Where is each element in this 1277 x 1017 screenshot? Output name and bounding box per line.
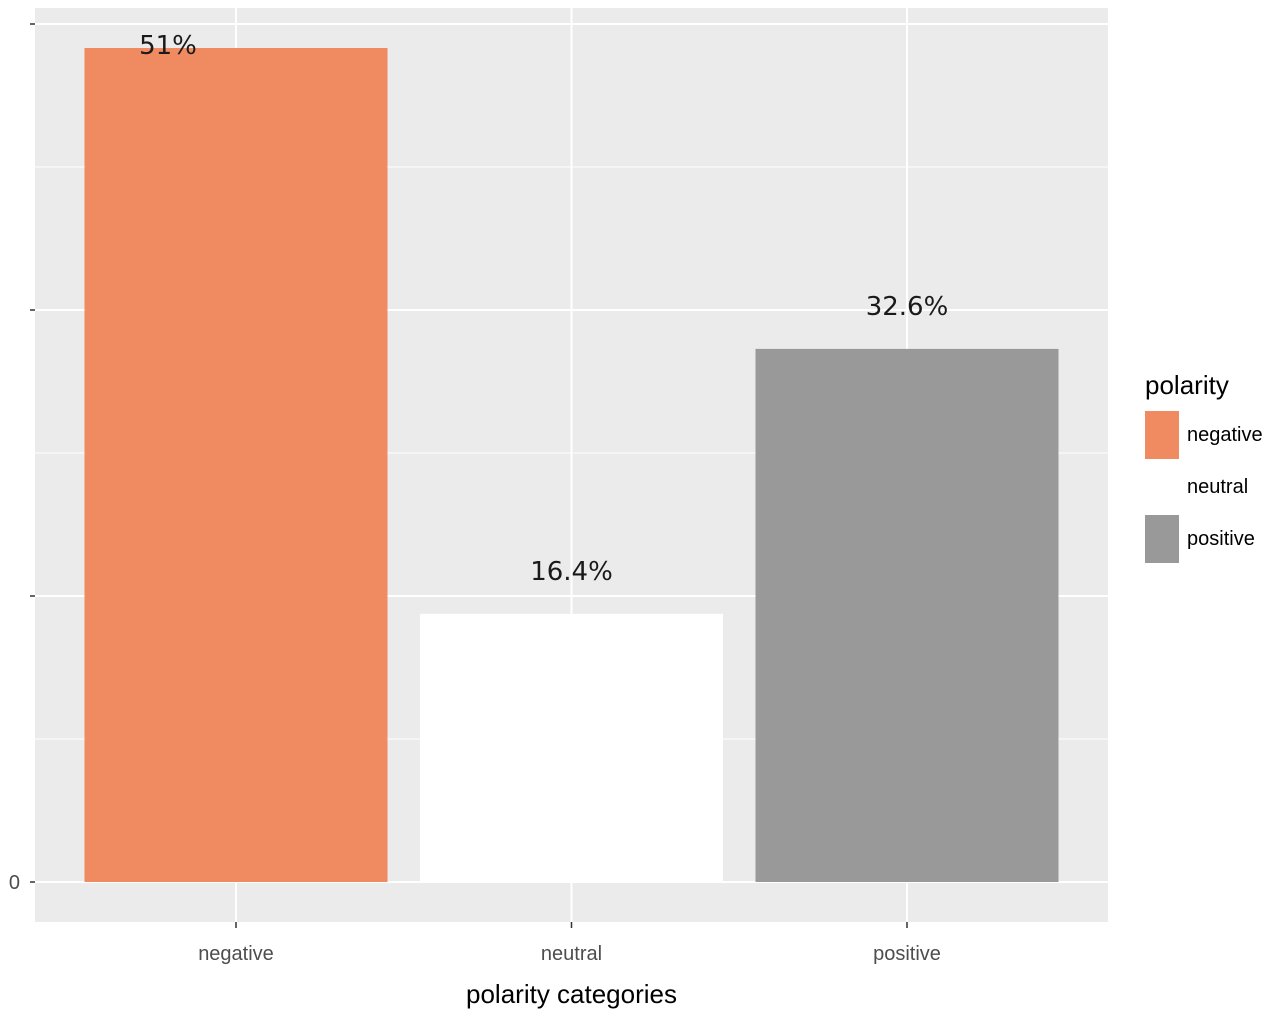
legend-item-positive: positive xyxy=(1145,513,1263,565)
legend-item-neutral: neutral xyxy=(1145,461,1263,513)
x-tick-label-negative: negative xyxy=(198,943,274,965)
x-tick-label-positive: positive xyxy=(873,943,941,965)
y-tick-label: 0 xyxy=(9,872,20,894)
data-label-positive: 32.6% xyxy=(866,292,949,322)
x-axis: negative neutral positive xyxy=(198,922,941,965)
bars xyxy=(84,48,1059,882)
legend-key-negative xyxy=(1145,411,1179,459)
data-labels: 51% 16.4% 32.6% xyxy=(139,31,948,587)
bar-positive xyxy=(755,348,1059,882)
legend: polarity negative neutral positive xyxy=(1145,370,1263,565)
legend-label-negative: negative xyxy=(1187,423,1263,446)
legend-item-negative: negative xyxy=(1145,409,1263,461)
legend-label-positive: positive xyxy=(1187,527,1255,550)
legend-key-neutral xyxy=(1145,463,1179,511)
data-label-negative: 51% xyxy=(139,31,197,61)
legend-items: negative neutral positive xyxy=(1145,409,1263,565)
legend-title: polarity xyxy=(1145,370,1229,400)
bar-neutral xyxy=(420,613,723,882)
bar-negative xyxy=(84,48,388,882)
y-axis: 0 xyxy=(9,23,35,894)
legend-label-neutral: neutral xyxy=(1187,475,1249,498)
x-tick-label-neutral: neutral xyxy=(541,943,602,965)
x-axis-title: polarity categories xyxy=(466,979,677,1009)
data-label-neutral: 16.4% xyxy=(530,557,613,587)
legend-key-positive xyxy=(1145,515,1179,563)
